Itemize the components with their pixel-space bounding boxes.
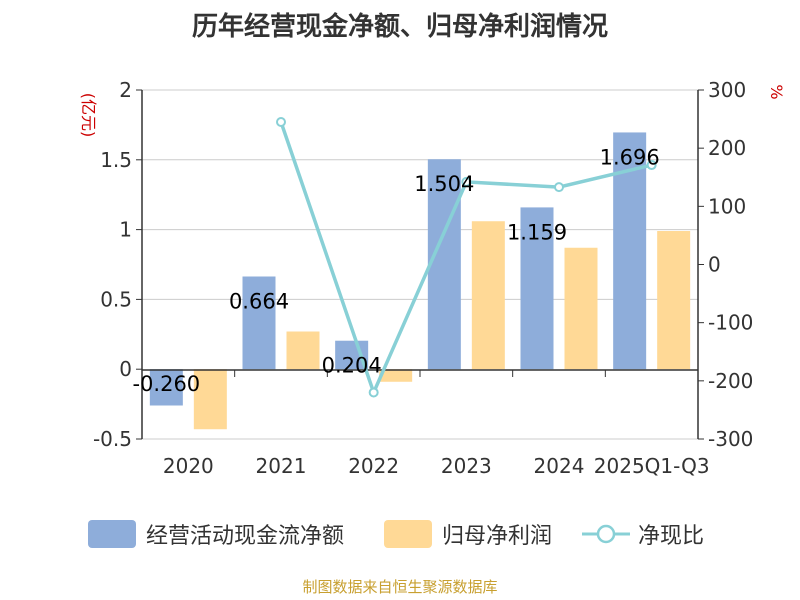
profit-bar-2023[interactable]: [471, 221, 505, 370]
axes: 2 1.5 1 0.5 0 -0.5 300 200 100 0 -100 -200 -300 2020 2…: [93, 78, 753, 478]
cash-bar-2020[interactable]: [149, 369, 183, 406]
left-axis-unit: (亿元): [79, 93, 98, 138]
legend-item-ratio[interactable]: 净现比: [582, 518, 704, 550]
right-tick-label: 300: [708, 78, 746, 102]
legend-item-cash[interactable]: 经营活动现金流净额: [88, 518, 344, 550]
x-tick-label: 2025Q1-Q3: [594, 454, 710, 478]
profit-bar-2025Q1-Q3[interactable]: [657, 230, 691, 370]
gridlines: [142, 89, 698, 440]
left-tick-label: 2: [119, 78, 132, 102]
right-tick-label: 100: [708, 194, 746, 218]
ratio-point-2025Q1-Q3[interactable]: [646, 160, 657, 171]
right-tick-label: -200: [708, 369, 753, 393]
left-tick-label: 0: [119, 357, 132, 381]
ratio-line: [276, 116, 657, 398]
cash-data-label: -0.260: [132, 372, 200, 396]
right-tick-label: 0: [708, 253, 721, 277]
chart-title: 历年经营现金净额、归母净利润情况: [191, 12, 608, 42]
cash-data-label: 1.504: [414, 172, 474, 196]
profit-bar-2024[interactable]: [564, 247, 598, 370]
legend-label-profit: 归母净利润: [442, 524, 553, 549]
cash-bar-2021[interactable]: [242, 276, 276, 370]
cash-bar-2024[interactable]: [520, 207, 554, 370]
profit-bar-2021[interactable]: [286, 331, 320, 370]
cash-bar-2023[interactable]: [427, 159, 461, 370]
legend-item-profit[interactable]: 归母净利润: [384, 518, 552, 550]
right-axis-unit: %: [767, 84, 786, 99]
ratio-point-2023[interactable]: [461, 176, 472, 187]
profit-bar-2020[interactable]: [193, 369, 227, 430]
right-tick-label: 200: [708, 136, 746, 160]
left-tick-label: 1: [119, 218, 132, 242]
right-tick-label: -100: [708, 311, 753, 335]
legend-label-cash: 经营活动现金流净额: [146, 524, 345, 549]
x-tick-label: 2022: [348, 454, 399, 478]
cash-data-label: 0.664: [229, 290, 289, 314]
legend-swatch-profit: [384, 520, 432, 548]
cash-data-label: 1.159: [507, 220, 567, 244]
legend-swatch-cash: [88, 520, 136, 548]
left-tick-label: -0.5: [93, 427, 132, 451]
x-tick-label: 2024: [534, 454, 585, 478]
left-tick-label: 0.5: [100, 287, 132, 311]
right-tick-label: -300: [708, 427, 753, 451]
x-tick-label: 2021: [256, 454, 307, 478]
source-note: 制图数据来自恒生聚源数据库: [302, 578, 498, 596]
ratio-point-2021[interactable]: [276, 116, 286, 127]
left-tick-label: 1.5: [100, 148, 132, 172]
cash-data-label: 0.204: [322, 354, 382, 378]
cash-data-label: 1.696: [600, 145, 660, 169]
ratio-point-2022[interactable]: [368, 387, 379, 398]
bars: [149, 132, 691, 430]
legend-swatch-ratio: [582, 524, 630, 544]
x-tick-label: 2023: [441, 454, 492, 478]
data-labels: -0.260 0.664 0.204 1.504 1.159 1.696: [132, 145, 659, 396]
legend-label-ratio: 净现比: [638, 524, 705, 549]
x-tick-label: 2020: [163, 454, 214, 478]
ratio-point-2024[interactable]: [554, 182, 564, 193]
profit-bar-2022[interactable]: [379, 369, 413, 382]
